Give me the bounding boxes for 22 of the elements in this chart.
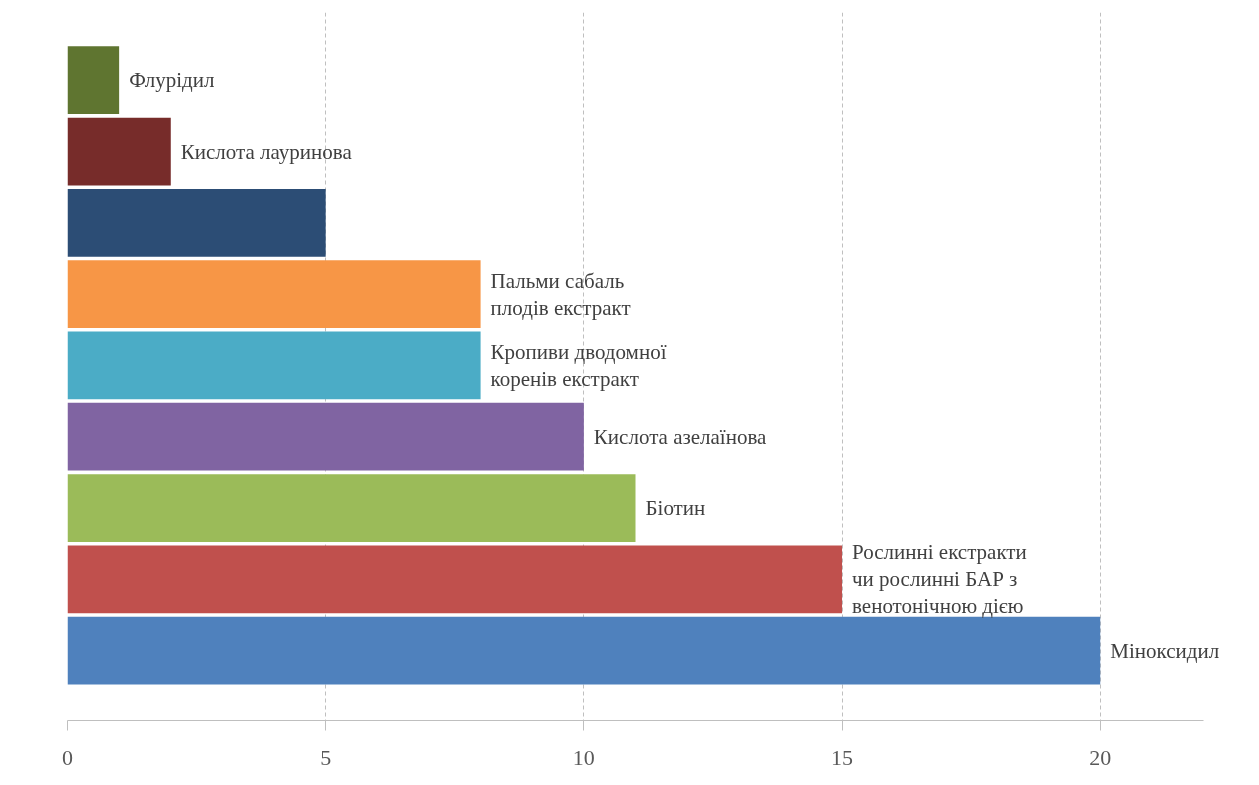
x-tick-label: 20	[1089, 744, 1112, 770]
bar	[67, 545, 843, 614]
y-tick-label: Кислота азелаїнова	[593, 424, 768, 449]
x-tick-label: 15	[831, 744, 854, 770]
bar	[67, 331, 481, 400]
x-tick-label: 0	[62, 744, 73, 770]
x-tick-label: 10	[572, 744, 595, 770]
x-tick-label: 5	[320, 744, 332, 770]
y-tick-label: Флурідил	[129, 68, 215, 93]
bar	[67, 474, 636, 542]
bar	[67, 46, 120, 115]
bar	[67, 402, 584, 471]
bar	[67, 260, 481, 328]
y-tick-label: Рослинні екстракти чи рослинні БАР з венотонічною дією	[852, 540, 1027, 619]
bar	[67, 188, 326, 257]
y-tick-label: Пальми сабаль плодів екстракт	[490, 268, 631, 320]
bar	[67, 117, 171, 186]
y-tick-label: Міноксидил	[1110, 638, 1220, 663]
bar	[67, 616, 1101, 685]
y-tick-label: Кислота лауринова	[180, 139, 353, 164]
y-tick-label: Біотин	[645, 496, 706, 521]
y-tick-label: Кропиви дводомної коренів екстракт	[490, 339, 667, 391]
